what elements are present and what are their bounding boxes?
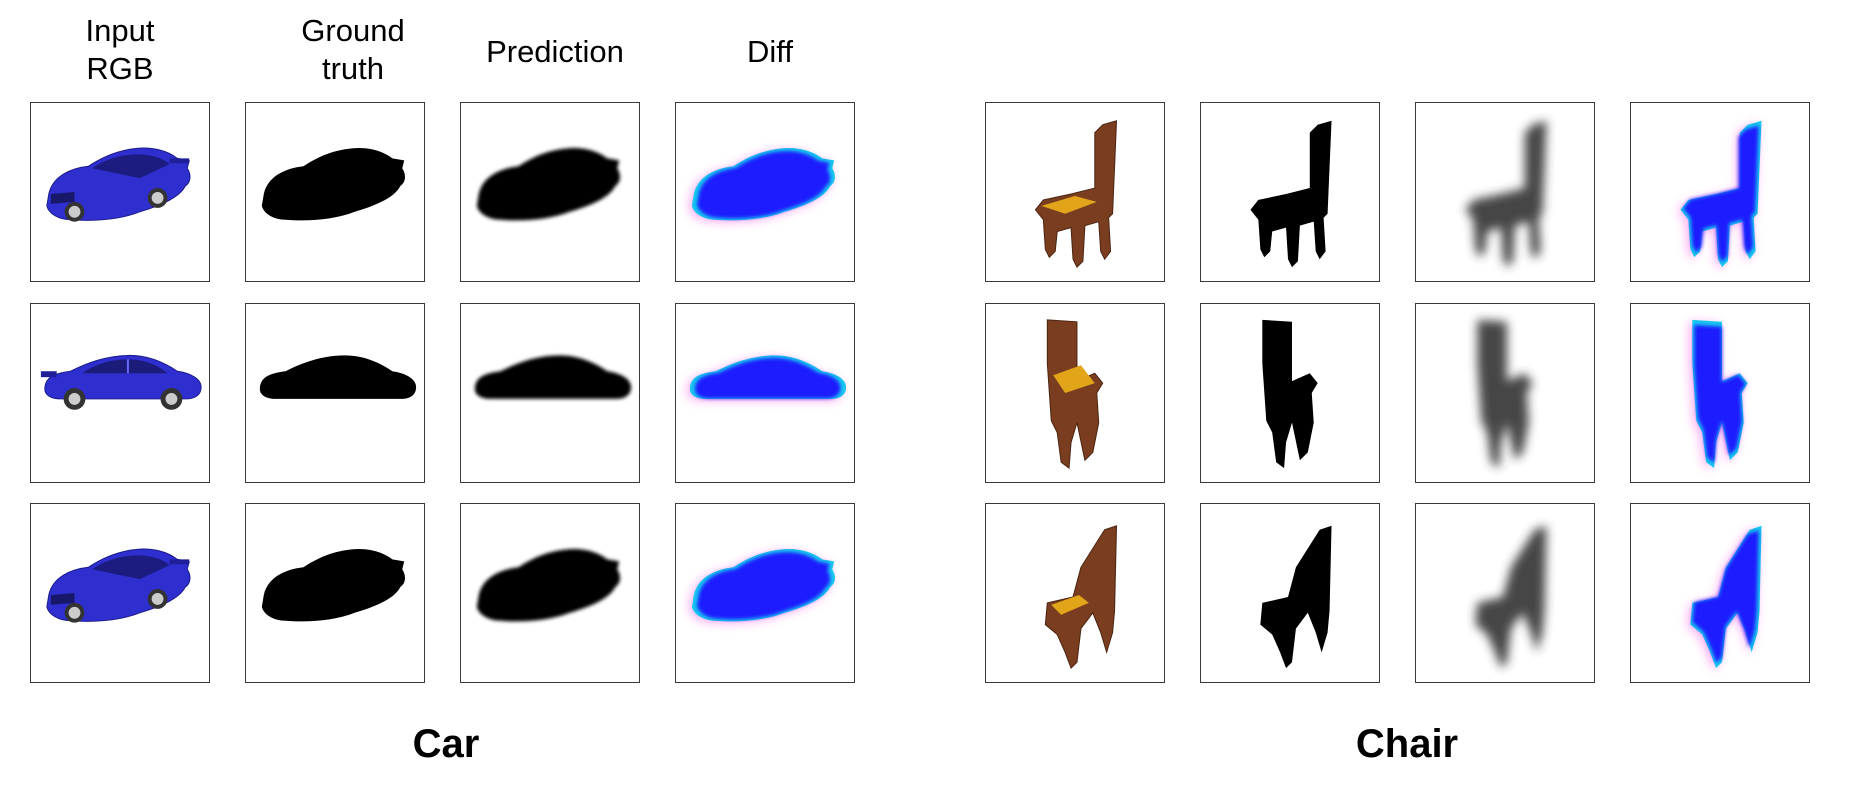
ground-truth-render [261, 548, 406, 622]
diff-render [1687, 525, 1762, 671]
car-row-1-input-rgb-image [30, 102, 210, 282]
ground-truth-render [1250, 120, 1332, 268]
input-rgb-render [40, 354, 202, 410]
car-row-1-diff-image [675, 102, 855, 282]
chair-row-2-prediction-image [1415, 303, 1595, 483]
diff-render [686, 355, 847, 401]
column-header-diff: Diff [747, 34, 793, 69]
car-row-3-ground-truth-image [245, 503, 425, 683]
input-rgb-render [46, 147, 191, 222]
chair-row-1-input-rgb-image [985, 102, 1165, 282]
group-label-chair: Chair [1355, 722, 1459, 766]
ground-truth-render [261, 147, 406, 221]
chair-row-1-diff-image [1630, 102, 1810, 282]
car-row-1-ground-truth-image [245, 102, 425, 282]
chair-row-1-prediction-image [1415, 102, 1595, 282]
car-row-3-input-rgb-image [30, 503, 210, 683]
car-row-3-prediction-image [460, 503, 640, 683]
prediction-render [1475, 525, 1547, 669]
car-row-2-input-rgb-image [30, 303, 210, 483]
chair-row-3-prediction-image [1415, 503, 1595, 683]
chair-row-3-diff-image [1630, 503, 1810, 683]
ground-truth-render [259, 355, 417, 399]
column-header-prediction: Prediction [486, 34, 624, 69]
car-row-2-diff-image [675, 303, 855, 483]
input-rgb-render [46, 548, 191, 623]
chair-row-1-ground-truth-image [1200, 102, 1380, 282]
car-row-2-prediction-image [460, 303, 640, 483]
chair-row-2-diff-image [1630, 303, 1810, 483]
car-row-3-diff-image [675, 503, 855, 683]
chair-row-3-input-rgb-image [985, 503, 1165, 683]
ground-truth-render [1260, 525, 1332, 669]
chair-row-3-ground-truth-image [1200, 503, 1380, 683]
prediction-render [474, 355, 632, 399]
ground-truth-render [1262, 319, 1318, 469]
prediction-render [1477, 319, 1533, 469]
car-row-2-ground-truth-image [245, 303, 425, 483]
input-rgb-render [1046, 319, 1104, 470]
column-header-ground-truth: Ground truth [301, 13, 405, 86]
input-rgb-render [1044, 525, 1118, 670]
chair-row-2-input-rgb-image [985, 303, 1165, 483]
diff-render [1677, 120, 1762, 270]
prediction-render [1465, 120, 1547, 268]
column-header-input-rgb: Input RGB [85, 13, 155, 86]
input-rgb-render [1034, 120, 1118, 268]
diff-render [688, 548, 836, 624]
diff-render [688, 147, 836, 223]
car-row-1-prediction-image [460, 102, 640, 282]
group-label-car: Car [412, 722, 480, 766]
prediction-render [476, 548, 621, 622]
chair-row-2-ground-truth-image [1200, 303, 1380, 483]
prediction-render [476, 147, 621, 221]
diff-render [1689, 319, 1748, 471]
